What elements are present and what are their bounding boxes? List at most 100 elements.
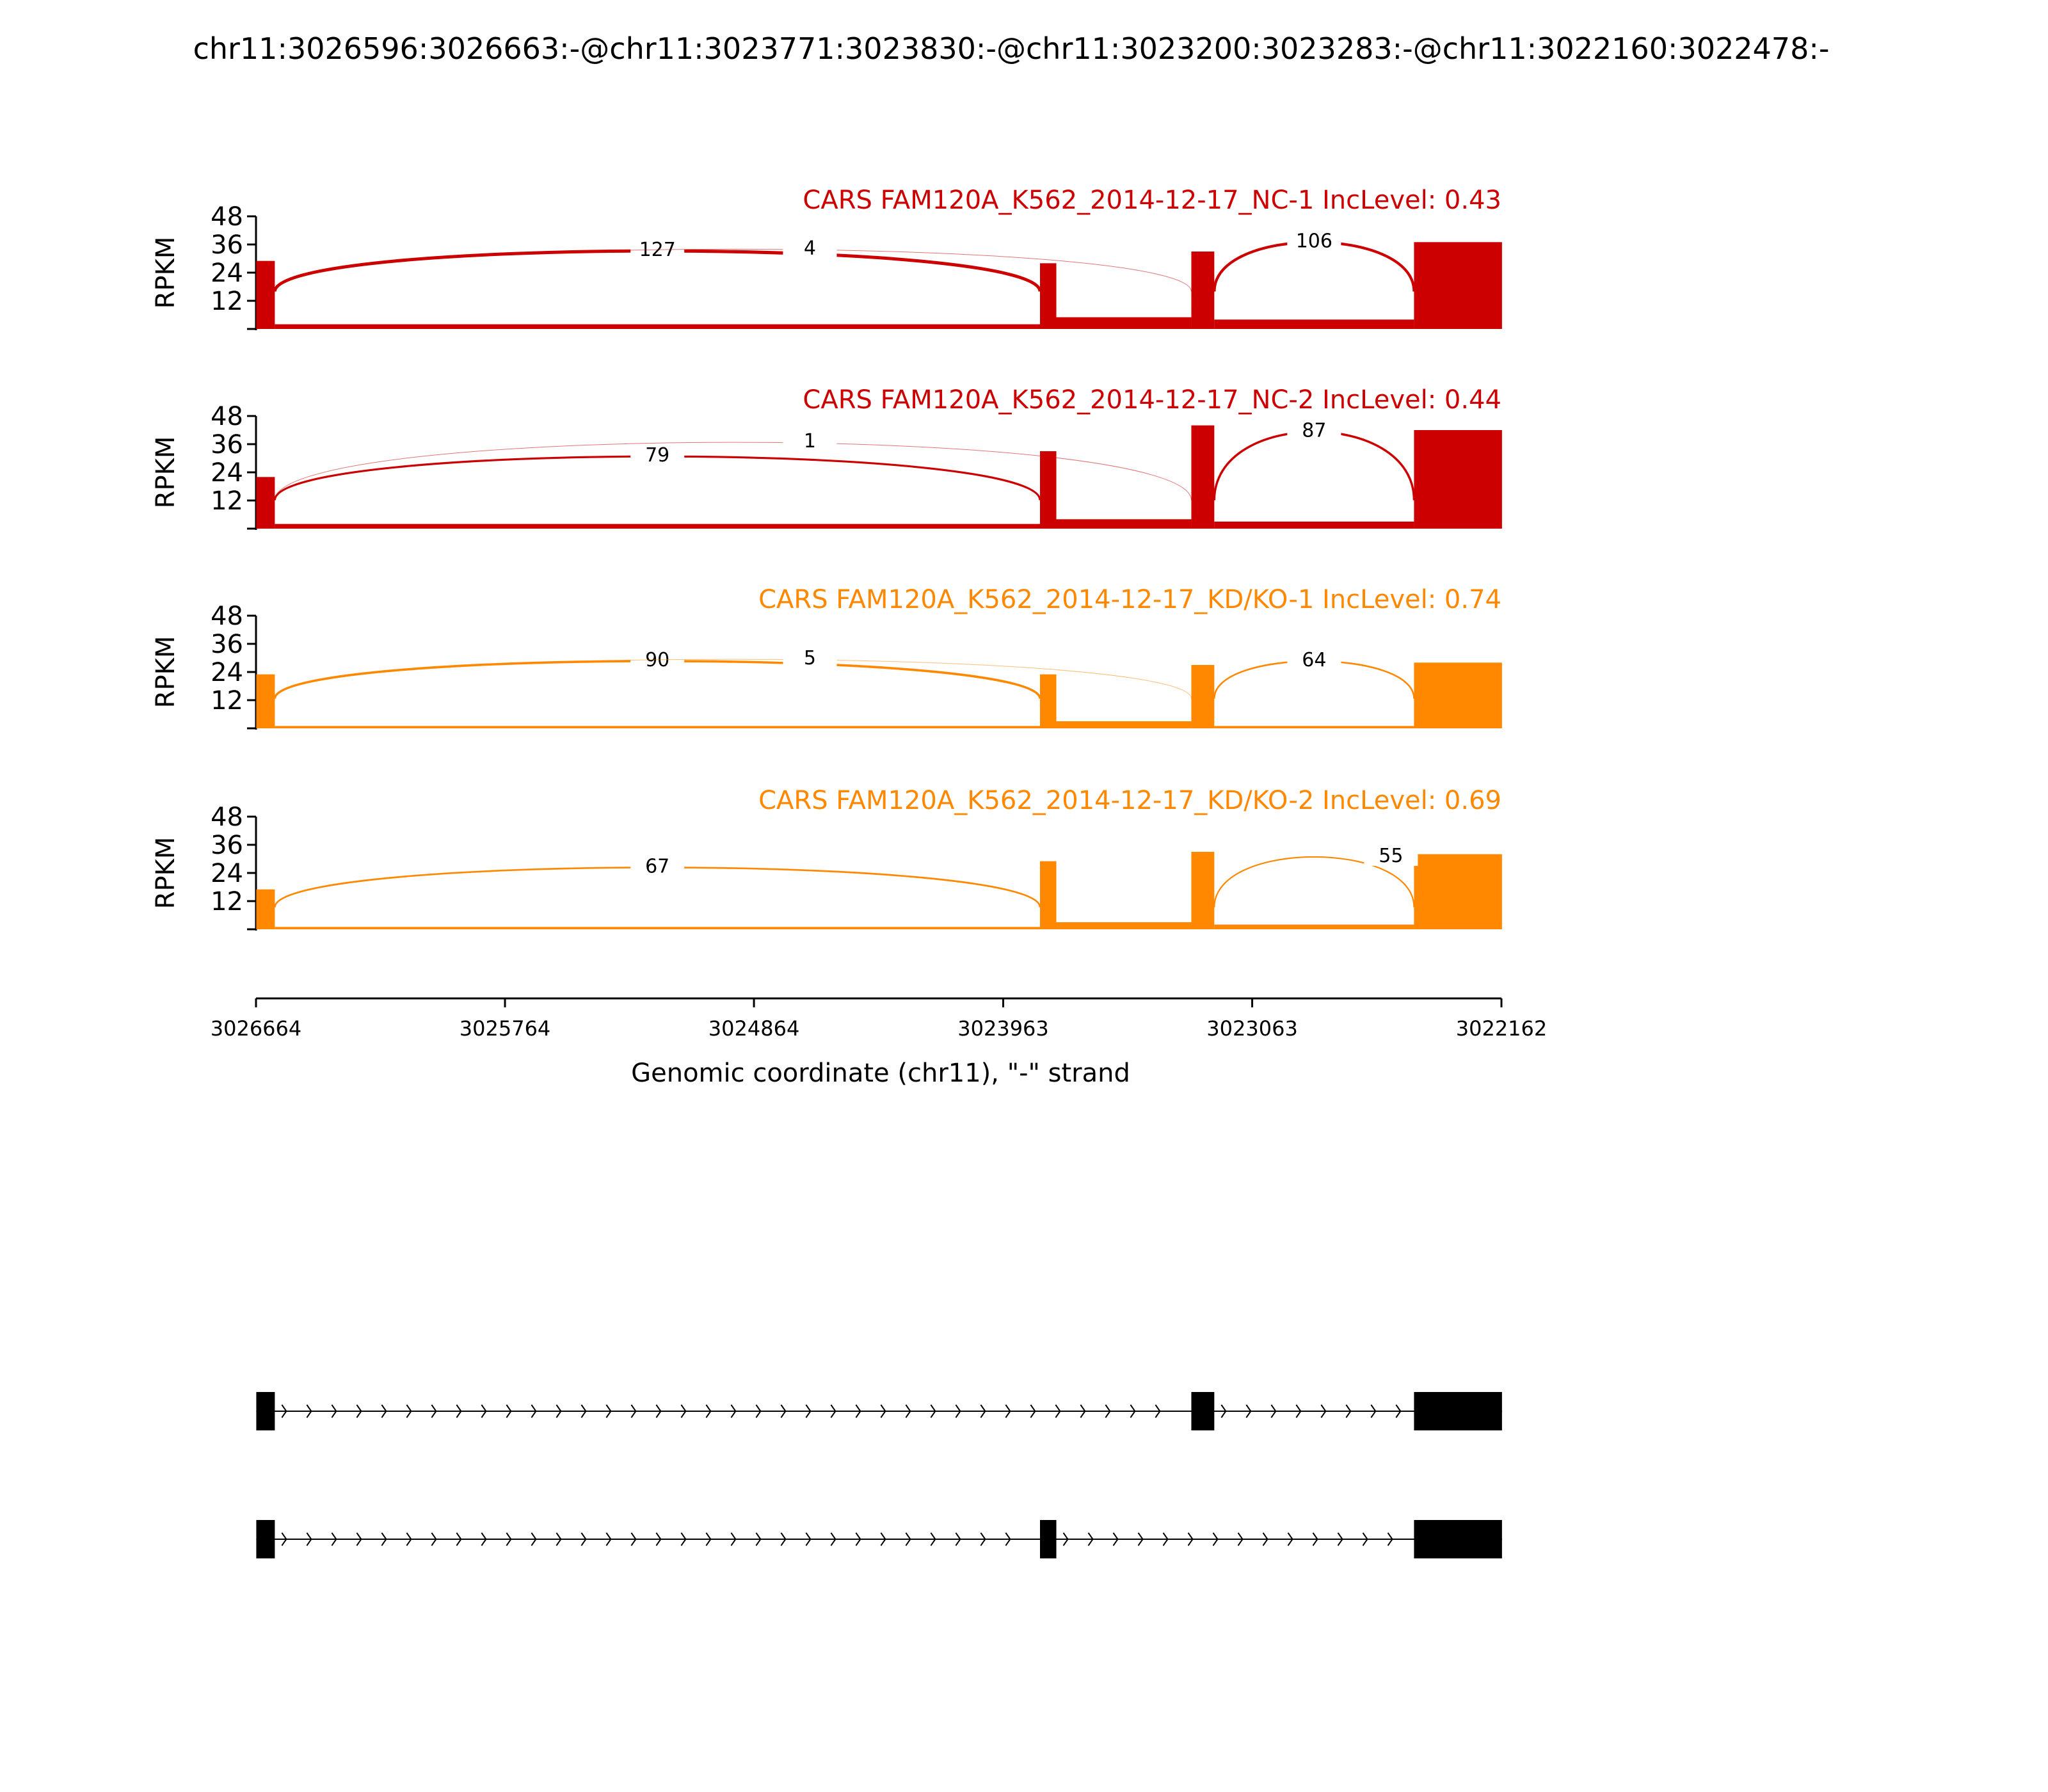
strand-arrow — [780, 1404, 787, 1418]
junction-arc — [274, 248, 1192, 292]
exon-coverage-exon_3 — [1191, 665, 1215, 728]
strand-arrow — [1237, 1532, 1244, 1546]
strand-arrow — [680, 1532, 687, 1546]
strand-arrow — [356, 1404, 362, 1418]
junction-read-count: 64 — [1302, 649, 1326, 671]
junction-label-bg — [783, 429, 837, 452]
strand-arrow — [481, 1532, 487, 1546]
y-axis-label: RPKM — [151, 237, 180, 309]
strand-arrow — [705, 1532, 712, 1546]
strand-arrow — [605, 1532, 612, 1546]
strand-arrow — [281, 1532, 287, 1546]
strand-arrow — [580, 1532, 587, 1546]
strand-arrow — [880, 1404, 886, 1418]
junction-read-count: 106 — [1296, 230, 1332, 252]
junction-label-bg — [630, 648, 685, 670]
strand-arrow — [1155, 1404, 1161, 1418]
exon-coverage-upstream — [256, 889, 275, 929]
strand-arrow — [406, 1404, 412, 1418]
x-tick-label: 3025764 — [460, 1016, 551, 1041]
strand-arrow — [1262, 1532, 1268, 1546]
junction-arc — [274, 442, 1192, 500]
junction-read-count: 87 — [1302, 420, 1326, 442]
strand-arrow — [1112, 1532, 1119, 1546]
strand-arrow — [306, 1404, 312, 1418]
strand-arrow — [1312, 1532, 1318, 1546]
strand-arrow — [1295, 1404, 1302, 1418]
intron-coverage — [1056, 519, 1192, 529]
junction-label-bg — [1287, 419, 1341, 441]
strand-arrow — [705, 1404, 712, 1418]
y-tick-label: 36 — [211, 430, 243, 460]
y-tick-label: 48 — [211, 803, 243, 832]
strand-arrow — [630, 1532, 637, 1546]
y-tick-label: 24 — [211, 458, 243, 488]
strand-arrow — [605, 1404, 612, 1418]
junction-read-count: 4 — [804, 237, 816, 259]
exon-block-downstream — [1414, 1520, 1502, 1558]
strand-arrow — [855, 1404, 861, 1418]
junction-read-count: 55 — [1379, 845, 1403, 867]
strand-arrow — [930, 1404, 936, 1418]
strand-arrow — [755, 1532, 762, 1546]
x-tick-label: 3022162 — [1456, 1016, 1548, 1041]
exon-block-exon_3 — [1191, 1392, 1215, 1430]
strand-arrow — [1080, 1404, 1086, 1418]
strand-arrow — [905, 1404, 911, 1418]
y-tick-label: 24 — [211, 859, 243, 888]
strand-arrow — [580, 1404, 587, 1418]
strand-arrow — [1270, 1404, 1277, 1418]
strand-arrow — [830, 1404, 836, 1418]
strand-arrow — [1062, 1532, 1069, 1546]
y-axis-label: RPKM — [151, 436, 180, 509]
strand-arrow — [1005, 1404, 1011, 1418]
exon-block-upstream — [256, 1520, 275, 1558]
strand-arrow — [755, 1404, 762, 1418]
panel-title: CARS FAM120A_K562_2014-12-17_KD/KO-1 Inc… — [758, 585, 1501, 614]
strand-arrow — [1162, 1532, 1169, 1546]
exon-block-downstream — [1414, 1392, 1502, 1430]
junction-label-bg — [1364, 844, 1418, 866]
gene-model — [256, 1392, 1502, 1558]
x-tick-label: 3024864 — [708, 1016, 800, 1041]
y-tick-label: 24 — [211, 658, 243, 687]
strand-arrow — [431, 1404, 437, 1418]
strand-arrow — [680, 1404, 687, 1418]
y-tick-label: 48 — [211, 202, 243, 232]
junction-label-bg — [783, 236, 837, 259]
strand-arrow — [730, 1532, 737, 1546]
junction-label-bg — [630, 444, 685, 466]
strand-arrow — [630, 1404, 637, 1418]
strand-arrow — [880, 1532, 886, 1546]
junction-read-count: 1 — [804, 430, 816, 452]
strand-arrow — [905, 1532, 911, 1546]
y-tick-label: 48 — [211, 602, 243, 631]
y-tick-label: 12 — [211, 887, 243, 916]
strand-arrow — [655, 1404, 662, 1418]
strand-arrow — [1137, 1532, 1144, 1546]
y-tick-label: 36 — [211, 630, 243, 659]
strand-arrow — [556, 1532, 562, 1546]
strand-arrow — [805, 1532, 812, 1546]
isoform-skip-exon2 — [256, 1392, 1502, 1430]
strand-arrow — [655, 1532, 662, 1546]
junction-read-count: 79 — [645, 444, 669, 467]
intron-coverage — [275, 726, 1041, 728]
strand-arrow — [855, 1532, 861, 1546]
exon-coverage-upstream — [256, 260, 275, 329]
exon-coverage-upstream — [256, 477, 275, 529]
exon-coverage-exon_2 — [1040, 674, 1057, 728]
strand-arrow — [1337, 1532, 1343, 1546]
strand-arrow — [1005, 1532, 1011, 1546]
strand-arrow — [1030, 1404, 1036, 1418]
strand-arrow — [780, 1532, 787, 1546]
y-axis-label: RPKM — [151, 837, 180, 909]
junction-label-bg — [783, 646, 837, 669]
strand-arrow — [406, 1532, 412, 1546]
strand-arrow — [1212, 1532, 1219, 1546]
strand-arrow — [331, 1532, 337, 1546]
strand-arrow — [481, 1404, 487, 1418]
